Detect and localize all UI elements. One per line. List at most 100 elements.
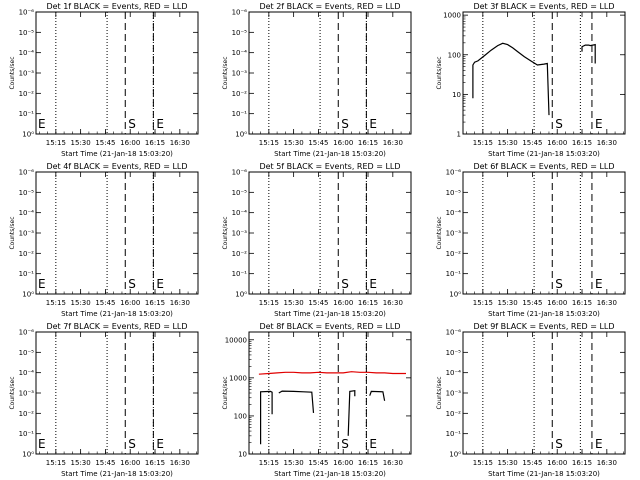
- y-tick-label: 10⁻⁵: [232, 189, 248, 197]
- marker-label-s: S: [341, 277, 349, 291]
- y-tick-label: 10⁻⁴: [19, 369, 35, 377]
- marker-label-e: E: [595, 117, 603, 131]
- y-tick-label: 10⁻²: [19, 90, 35, 98]
- marker-label-s: S: [555, 277, 563, 291]
- x-tick-label: 16:00: [547, 299, 567, 307]
- x-tick-label: 16:15: [572, 139, 592, 147]
- x-tick-label: 15:45: [522, 459, 542, 467]
- x-tick-label: 16:00: [120, 459, 140, 467]
- y-tick-label: 10⁻²: [232, 90, 248, 98]
- x-axis-label: Start Time (21-Jan-18 15:03:20): [61, 310, 173, 318]
- detector-panel-1: Det 1f BLACK = Events, RED = LLD Counts/s…: [9, 2, 199, 158]
- marker-label-s: S: [555, 437, 563, 451]
- x-tick-label: 16:30: [597, 299, 617, 307]
- y-tick-label: 10⁻¹: [232, 110, 248, 118]
- y-tick-label: 10⁻¹: [19, 110, 35, 118]
- events-series-line: [581, 43, 596, 64]
- x-tick-label: 15:15: [473, 139, 493, 147]
- y-tick-label: 10⁻³: [446, 230, 462, 238]
- x-tick-label: 16:15: [358, 299, 378, 307]
- y-tick-label: 1000: [443, 12, 461, 20]
- x-tick-label: 16:30: [170, 139, 190, 147]
- y-tick-label: 10⁻¹: [446, 430, 462, 438]
- x-tick-label: 16:30: [383, 299, 403, 307]
- x-axis-label: Start Time (21-Jan-18 15:03:20): [61, 150, 173, 158]
- marker-label-e: E: [369, 277, 377, 291]
- x-tick-label: 15:15: [46, 299, 66, 307]
- events-series-line: [278, 390, 315, 413]
- panel-title: Det 8f BLACK = Events, RED = LLD: [259, 322, 400, 331]
- x-tick-label: 16:15: [145, 459, 165, 467]
- y-tick-label: 10⁻⁴: [232, 209, 248, 217]
- y-tick-label: 10⁻³: [19, 390, 35, 398]
- x-tick-label: 16:00: [547, 459, 567, 467]
- panel-title: Det 5f BLACK = Events, RED = LLD: [259, 162, 400, 171]
- marker-label-e: E: [156, 437, 164, 451]
- x-tick-label: 15:30: [498, 299, 518, 307]
- x-tick-label: 15:45: [95, 299, 115, 307]
- x-tick-label: 15:15: [46, 459, 66, 467]
- panel-title: Det 3f BLACK = Events, RED = LLD: [473, 2, 614, 11]
- x-tick-label: 15:30: [71, 459, 91, 467]
- events-series-line: [369, 390, 386, 401]
- y-tick-label: 10⁻⁵: [19, 349, 35, 357]
- y-tick-label: 10⁻⁴: [19, 209, 35, 217]
- y-tick-label: 10⁻²: [19, 410, 35, 418]
- detector-panel-3: Det 3f BLACK = Events, RED = LLD Counts/s…: [436, 2, 626, 158]
- x-tick-label: 16:30: [383, 459, 403, 467]
- x-tick-label: 15:15: [259, 139, 279, 147]
- y-tick-label: 10⁻⁴: [232, 49, 248, 57]
- y-tick-label: 10⁰: [22, 131, 34, 139]
- x-tick-label: 16:15: [572, 299, 592, 307]
- x-tick-label: 16:00: [120, 139, 140, 147]
- y-tick-label: 10⁻⁶: [446, 169, 462, 177]
- y-tick-label: 10⁰: [235, 131, 247, 139]
- y-axis-label: Counts/sec: [9, 56, 16, 89]
- plot-frame: [35, 171, 199, 295]
- x-tick-label: 15:30: [284, 139, 304, 147]
- x-tick-label: 15:15: [259, 459, 279, 467]
- y-tick-label: 10⁰: [449, 451, 461, 459]
- x-tick-label: 16:15: [145, 139, 165, 147]
- panel-title: Det 6f BLACK = Events, RED = LLD: [473, 162, 614, 171]
- detector-panel-8: Det 8f BLACK = Events, RED = LLD Counts/s…: [222, 322, 412, 478]
- y-axis-label: Counts/sec: [9, 216, 16, 249]
- panel-title: Det 1f BLACK = Events, RED = LLD: [46, 2, 187, 11]
- panel-title: Det 2f BLACK = Events, RED = LLD: [259, 2, 400, 11]
- x-axis-label: Start Time (21-Jan-18 15:03:20): [274, 310, 386, 318]
- x-tick-label: 15:45: [95, 139, 115, 147]
- x-tick-label: 16:30: [170, 299, 190, 307]
- y-tick-label: 10⁻¹: [232, 270, 248, 278]
- y-tick-label: 10⁻¹: [19, 430, 35, 438]
- x-tick-label: 15:15: [473, 459, 493, 467]
- y-tick-label: 10⁻⁴: [19, 49, 35, 57]
- plot-frame: [462, 171, 626, 295]
- x-tick-label: 15:30: [71, 299, 91, 307]
- x-tick-label: 15:15: [473, 299, 493, 307]
- y-tick-label: 10⁻³: [19, 230, 35, 238]
- marker-label-e: E: [595, 277, 603, 291]
- y-tick-label: 10⁻¹: [446, 270, 462, 278]
- detector-panel-7: Det 7f BLACK = Events, RED = LLD Counts/s…: [9, 322, 199, 478]
- y-tick-label: 10: [238, 451, 247, 459]
- marker-label-e: E: [369, 117, 377, 131]
- lld-series-line: [258, 371, 406, 375]
- y-axis-label: Counts/sec: [222, 216, 229, 249]
- marker-label-e: E: [156, 277, 164, 291]
- panel-title: Det 4f BLACK = Events, RED = LLD: [46, 162, 187, 171]
- y-tick-label: 10⁻⁵: [232, 29, 248, 37]
- y-axis-label: Counts/sec: [436, 56, 443, 89]
- y-tick-label: 10⁻²: [446, 250, 462, 258]
- y-tick-label: 10⁻³: [232, 70, 248, 78]
- marker-label-e: E: [369, 437, 377, 451]
- x-tick-label: 16:30: [383, 139, 403, 147]
- y-tick-label: 10⁻²: [232, 250, 248, 258]
- x-tick-label: 16:00: [333, 299, 353, 307]
- y-tick-label: 10⁻⁶: [19, 329, 35, 337]
- y-tick-label: 10000: [225, 336, 247, 344]
- marker-label-s: S: [128, 117, 136, 131]
- x-tick-label: 16:15: [572, 459, 592, 467]
- detector-panel-9: Det 9f BLACK = Events, RED = LLD Counts/s…: [436, 322, 626, 478]
- y-tick-label: 10: [452, 91, 461, 99]
